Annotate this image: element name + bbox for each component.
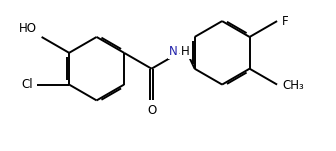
Text: HO: HO <box>19 22 37 35</box>
Text: Cl: Cl <box>21 78 33 91</box>
Text: N: N <box>169 45 178 58</box>
Text: O: O <box>147 104 156 117</box>
Text: CH₃: CH₃ <box>283 79 304 92</box>
Text: F: F <box>282 15 288 28</box>
Text: H: H <box>181 45 190 58</box>
